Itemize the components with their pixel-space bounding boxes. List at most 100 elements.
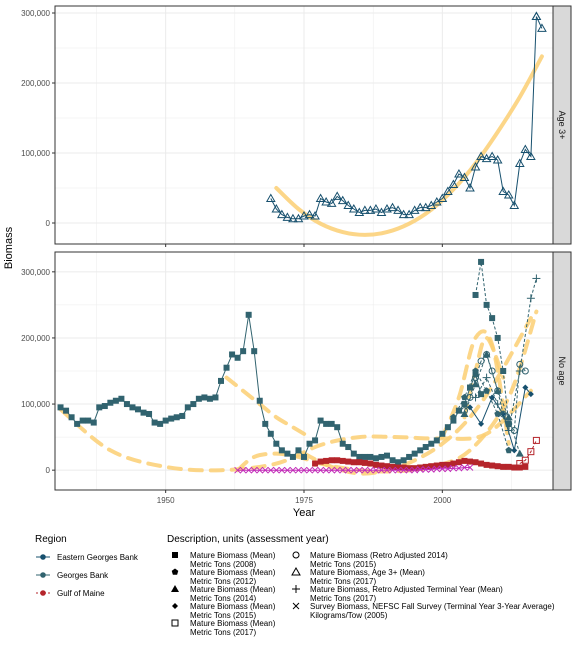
data-point-1-1-0 xyxy=(450,413,457,421)
data-point-1-9-30 xyxy=(400,466,407,474)
data-point-1-6-3 xyxy=(489,315,496,322)
data-point-1-7-9 xyxy=(361,459,368,466)
data-point-1-5-1 xyxy=(482,373,491,382)
data-point-1-0-2 xyxy=(68,414,75,421)
data-point-0-0-7 xyxy=(304,209,315,219)
data-point-1-9-25 xyxy=(372,466,380,474)
data-point-1-9-14-b xyxy=(311,466,319,474)
data-point-1-1-4 xyxy=(494,410,501,417)
data-point-1-0-54 xyxy=(356,453,363,460)
data-point-1-9-13-b xyxy=(306,466,313,474)
data-point-1-7-8 xyxy=(356,459,363,466)
data-point-0-0-12 xyxy=(332,191,343,200)
data-point-1-6-1 xyxy=(478,258,485,265)
legend-description-key xyxy=(172,603,178,609)
data-point-1-9-31 xyxy=(405,466,413,474)
data-point-1-0-76 xyxy=(478,391,485,398)
data-point-1-0-18 xyxy=(157,420,164,427)
data-point-0-0-10 xyxy=(321,196,331,206)
data-point-1-7-38 xyxy=(522,463,529,470)
data-point-0-0-42 xyxy=(498,186,509,195)
data-point-1-7-16 xyxy=(400,464,407,471)
data-point-1-0-64 xyxy=(411,450,418,457)
data-point-0-0-34 xyxy=(454,168,464,178)
data-point-1-0-65 xyxy=(417,447,424,454)
data-point-1-9-2 xyxy=(245,466,253,474)
data-point-0-1-0 xyxy=(531,11,542,20)
x-tick-label: 1975 xyxy=(295,496,313,505)
data-point-1-9-26-b xyxy=(378,466,385,474)
data-point-1-7-12 xyxy=(378,462,385,469)
data-point-1-4-2 xyxy=(472,374,480,382)
data-point-1-9-34 xyxy=(422,466,430,473)
data-point-1-9-0 xyxy=(234,466,241,474)
data-point-1-9-9 xyxy=(284,466,291,474)
panel-0: Age 3+ xyxy=(54,5,572,245)
legend-region-title: Region xyxy=(35,534,67,545)
data-point-1-1-3 xyxy=(483,387,490,394)
data-point-1-7-32 xyxy=(489,462,496,469)
legend-description-label: Metric Tons (2017) xyxy=(310,594,376,603)
data-point-1-9-42-b xyxy=(466,464,474,471)
data-point-1-0-3 xyxy=(74,420,81,427)
x-tick-label: 2000 xyxy=(433,496,451,505)
data-point-0-0-31 xyxy=(437,193,448,202)
y-axis-title: Biomass xyxy=(3,226,15,269)
panel-strip xyxy=(552,251,572,491)
data-point-1-9-6-b xyxy=(267,466,275,474)
legend-region-key-point xyxy=(40,590,46,596)
legend-description-key xyxy=(292,602,300,610)
data-point-1-9-4-b xyxy=(256,466,264,474)
data-point-1-9-12 xyxy=(300,466,308,474)
data-point-0-0-43 xyxy=(503,189,514,199)
data-point-1-9-38 xyxy=(444,465,452,473)
data-point-1-9-23-b xyxy=(361,466,369,474)
legend-description-label: Metric Tons (2008) xyxy=(190,560,256,569)
y-tick-label: 300,000 xyxy=(21,268,50,277)
data-point-1-6-0 xyxy=(472,291,479,298)
data-point-0-0-45 xyxy=(514,158,525,167)
data-point-0-0-41 xyxy=(492,154,503,164)
data-point-1-0-7 xyxy=(96,404,103,411)
legend-region-label: Gulf of Maine xyxy=(57,589,105,598)
data-point-1-9-8 xyxy=(278,466,286,474)
data-point-1-5-0 xyxy=(471,393,480,402)
legend-description-key xyxy=(292,585,300,593)
data-point-1-9-24-b xyxy=(367,466,374,474)
data-point-1-0-59 xyxy=(384,452,390,459)
data-point-1-7-17 xyxy=(406,465,413,472)
data-point-1-9-33-b xyxy=(416,466,424,473)
data-point-1-8-3 xyxy=(532,436,540,444)
data-point-1-0-24 xyxy=(190,401,197,408)
data-point-0-0-3 xyxy=(282,212,293,221)
data-point-1-9-22 xyxy=(355,466,363,474)
data-point-1-9-29 xyxy=(394,466,402,474)
data-point-1-9-31-b xyxy=(405,466,413,474)
data-point-1-9-6 xyxy=(267,466,275,474)
data-point-1-9-37 xyxy=(438,465,446,473)
data-point-1-0-61 xyxy=(395,459,402,466)
trend-line-0 xyxy=(58,388,533,473)
data-point-1-9-2-b xyxy=(245,466,253,474)
data-point-1-7-30 xyxy=(478,460,485,467)
data-point-1-9-10 xyxy=(289,466,297,474)
data-point-1-9-19-b xyxy=(339,466,347,474)
data-point-1-9-7 xyxy=(272,466,280,474)
data-point-1-9-17-b xyxy=(328,466,336,474)
legend-region-label: Eastern Georges Bank xyxy=(57,553,139,562)
axes-layer: 0 100,000 200,000 300,000 0 100,000 200,000 300… xyxy=(3,9,452,519)
data-point-1-4-3 xyxy=(477,357,485,365)
data-point-1-9-40 xyxy=(455,464,463,472)
data-point-0-0-44 xyxy=(509,200,520,209)
data-point-1-0-73 xyxy=(461,401,468,408)
data-point-1-2-5 xyxy=(515,449,524,457)
data-point-1-9-3 xyxy=(250,466,258,474)
data-point-1-4-4 xyxy=(483,350,491,358)
data-point-1-7-31 xyxy=(483,461,490,468)
data-point-1-0-53 xyxy=(350,450,357,457)
data-point-1-9-26 xyxy=(378,466,385,474)
data-point-1-9-16 xyxy=(322,466,330,474)
data-point-1-0-21 xyxy=(173,414,180,421)
data-point-1-0-20 xyxy=(168,415,175,422)
